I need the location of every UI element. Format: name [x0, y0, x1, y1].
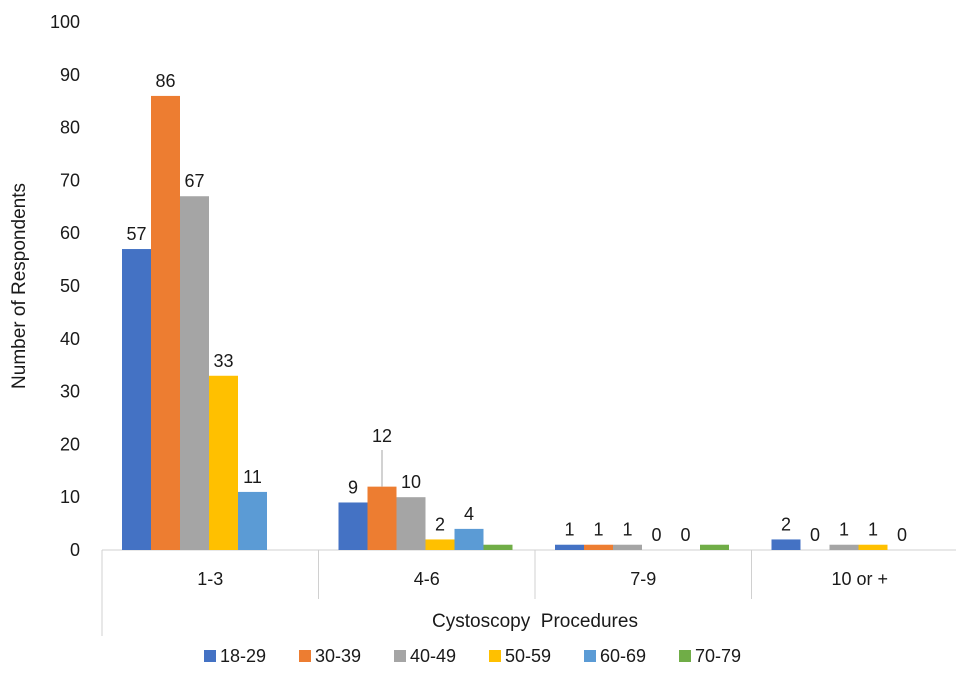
bar: [180, 196, 209, 551]
data-label: 9: [348, 477, 358, 497]
data-label: 12: [372, 426, 392, 446]
bar: [238, 491, 267, 550]
data-label: 2: [435, 514, 445, 534]
y-tick-label: 30: [60, 382, 80, 402]
bar: [483, 544, 513, 550]
bar: [613, 544, 642, 550]
y-tick-label: 60: [60, 223, 80, 243]
data-label: 86: [155, 71, 175, 91]
data-label: 4: [464, 504, 474, 524]
y-tick-label: 80: [60, 118, 80, 138]
legend: 18-29 30-39 40-49 50-59 60-69 70-79: [204, 646, 741, 666]
legend-swatch: [679, 650, 691, 662]
bar: [584, 544, 613, 550]
bar: [209, 375, 238, 550]
legend-swatch: [299, 650, 311, 662]
bars: [122, 95, 888, 551]
data-label: 33: [213, 351, 233, 371]
data-label: 0: [680, 525, 690, 545]
data-label: 11: [243, 467, 262, 487]
y-axis-title: Number of Respondents: [9, 183, 30, 389]
y-tick-label: 10: [60, 487, 80, 507]
legend-swatch: [584, 650, 596, 662]
x-tick-label: 10 or +: [831, 569, 888, 589]
y-tick-label: 100: [50, 12, 80, 32]
bar: [771, 539, 801, 550]
bar: [425, 539, 455, 550]
bar: [151, 95, 180, 551]
data-label: 1: [622, 520, 632, 540]
bar: [338, 502, 368, 550]
data-label: 1: [593, 520, 603, 540]
legend-label: 50-59: [505, 646, 551, 666]
bar: [367, 486, 397, 550]
data-label: 0: [651, 525, 661, 545]
legend-swatch: [204, 650, 216, 662]
legend-swatch: [489, 650, 501, 662]
data-label: 1: [839, 520, 849, 540]
legend-swatch: [394, 650, 406, 662]
bar: [829, 544, 859, 550]
data-label: 2: [781, 514, 791, 534]
x-tick-label: 1-3: [197, 569, 223, 589]
legend-label: 70-79: [695, 646, 741, 666]
bar: [454, 528, 484, 550]
data-label: 67: [184, 171, 204, 191]
bar: [122, 249, 151, 551]
legend-label: 30-39: [315, 646, 361, 666]
bar: [858, 544, 888, 550]
data-label: 0: [810, 525, 820, 545]
x-tick-label: 4-6: [414, 569, 440, 589]
data-label: 0: [897, 525, 907, 545]
bar: [700, 544, 729, 550]
y-tick-label: 40: [60, 329, 80, 349]
y-tick-label: 70: [60, 170, 80, 190]
data-label: 1: [564, 520, 574, 540]
bar: [396, 497, 426, 550]
y-tick-label: 0: [70, 540, 80, 560]
data-label: 1: [868, 520, 878, 540]
x-axis-title: Cystoscopy Procedures: [432, 611, 638, 632]
data-label: 57: [126, 224, 146, 244]
legend-label: 18-29: [220, 646, 266, 666]
legend-label: 40-49: [410, 646, 456, 666]
x-tick-label: 7-9: [630, 569, 656, 589]
data-label: 10: [401, 472, 421, 492]
bar: [555, 544, 584, 550]
y-tick-label: 90: [60, 65, 80, 85]
y-tick-label: 50: [60, 276, 80, 296]
y-tick-label: 20: [60, 434, 80, 454]
legend-label: 60-69: [600, 646, 646, 666]
